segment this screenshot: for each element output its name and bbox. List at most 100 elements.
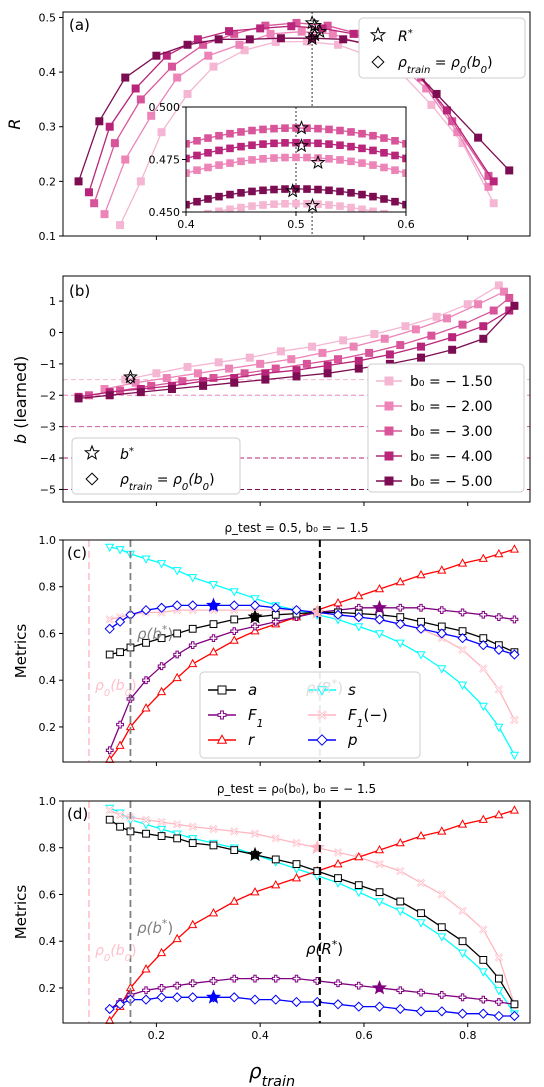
panel-b-series-4-point — [510, 301, 519, 310]
panel-d-series-r-point — [141, 964, 151, 973]
panel-c-series-F₁-point — [354, 603, 363, 612]
panel-c-legend-marker — [316, 686, 328, 696]
panel-d-series-s-point — [172, 830, 182, 839]
panel-d-highlight-star — [205, 989, 222, 1004]
inset-series-4-point — [186, 200, 190, 209]
inset-series-0-point — [259, 201, 267, 209]
inset-series-3-point — [303, 139, 311, 147]
panel-d-series-F₁(−)-point — [105, 806, 114, 815]
panel-b-series-1-point — [256, 359, 265, 368]
panel-b-series-3-point — [323, 361, 332, 370]
inset-series-0-point — [226, 205, 234, 212]
panel-c-series-p-point — [104, 623, 115, 634]
inset-series-4-point — [270, 185, 278, 194]
panel-d-series-p-point — [187, 992, 198, 1003]
panel-c-highlight-star — [247, 609, 263, 624]
panel-c-series-p-point — [353, 611, 364, 623]
inset-series-0-point — [380, 209, 388, 212]
panel-b-series-0-point — [152, 369, 161, 378]
panel-b-ytick-label: 0 — [49, 327, 56, 340]
inset-series-0-point — [369, 207, 377, 212]
panel-b-series-4-point — [448, 345, 457, 354]
panel-d-series-p-point — [353, 1001, 364, 1012]
panel-d-xtick-label: 0.2 — [148, 1029, 166, 1042]
inset-series-4-point — [248, 187, 256, 196]
panel-b-legend-marker — [384, 401, 394, 411]
panel-d-series-a-point — [105, 815, 114, 824]
panel-d-series-p-point — [270, 994, 281, 1005]
panel-d-series-F₁(−)-point — [437, 890, 446, 899]
panel-c-legend-marker — [316, 734, 328, 746]
inset-series-2-point — [380, 134, 388, 142]
panel-a-rstar-marker — [307, 27, 323, 42]
panel-c-annot-bstar: ρ(b*) — [137, 623, 173, 644]
panel-d-series-r-point — [374, 844, 385, 854]
panel-d-series-F₁(−)-point — [375, 859, 384, 869]
panel-b-ytick-label: −2 — [40, 389, 56, 402]
panel-c-frame — [62, 539, 531, 763]
panel-c-series-p-point — [478, 640, 489, 651]
inset-series-1-point — [281, 153, 289, 162]
panel-c-series-r-point — [333, 597, 343, 607]
panel-c-series-s-point — [416, 651, 426, 660]
panel-c-series-F₁(−)-point — [479, 664, 488, 673]
inset-series-0-point — [325, 201, 333, 209]
panel-a-series-0-point — [489, 199, 498, 208]
panel-d-highlight-star — [371, 979, 388, 995]
panel-d-series-F₁(−)-point — [416, 878, 426, 887]
panel-c-title: ρ_test = 0.5, b₀ = − 1.5 — [224, 521, 368, 535]
panel-d-series-r-line — [109, 809, 515, 1022]
inset-series-3-point — [215, 146, 223, 155]
panel-a-series-1-point — [328, 29, 337, 38]
inset-series-1-point — [259, 155, 267, 163]
panel-b-series-0-point — [339, 336, 348, 345]
panel-c-legend-marker — [217, 685, 227, 695]
panel-d-ylabel: Metrics — [12, 885, 30, 940]
panel-b-legend-left-box — [71, 437, 241, 495]
inset-series-2-point — [402, 139, 406, 148]
inset-series-4-point — [369, 192, 377, 201]
panel-d-series-a-point — [188, 839, 197, 847]
panel-d-series-s-point — [437, 933, 447, 942]
inset-ytick-label: 0.475 — [149, 154, 181, 167]
panel-a-series-4-point — [276, 34, 285, 43]
panel-d-series-p-point — [249, 994, 261, 1005]
panel-b-series-0-point — [463, 300, 472, 309]
panel-c-series-F₁-point — [142, 676, 150, 685]
inset-series-1-point — [325, 155, 333, 163]
panel-b-series-1-point — [193, 369, 202, 378]
inset-series-4-point — [303, 185, 311, 193]
panel-b-series-0-point — [245, 353, 254, 362]
panel-b-bstar-marker — [122, 369, 138, 384]
inset-series-4-point — [358, 190, 366, 199]
panel-b-legend-right: b₀ = − 1.50 b₀ = − 2.00 b₀ = − 3.00 b₀ = − … — [367, 363, 525, 493]
panel-d-series-p-point — [493, 1010, 504, 1022]
panel-c-series-p-point — [229, 600, 240, 611]
inset-series-2-point — [303, 124, 311, 132]
inset-series-0-point — [281, 199, 289, 208]
panel-c-legend-label: F1(−) — [348, 706, 388, 730]
panel-d-series-r-point — [478, 814, 488, 823]
inset-series-2-point — [248, 126, 256, 135]
panel-a-series-0-point — [240, 46, 249, 55]
inset-series-3-point — [226, 144, 234, 153]
inset-series-1-point — [369, 161, 377, 169]
inset-series-4-point — [215, 192, 223, 201]
inset-series-2-point — [259, 125, 267, 134]
panel-b-series-2-point — [271, 364, 280, 373]
panel-b-series-0-point — [370, 330, 379, 339]
panel-a-series-3-point — [84, 188, 93, 197]
panel-c-series-p-point — [187, 600, 198, 611]
panel-b-rho-marker — [125, 373, 136, 385]
panel-d-series-F₁-point — [188, 979, 197, 988]
panel-b-series-3-point — [385, 350, 394, 359]
panel-a-series-1-point — [100, 210, 109, 219]
panel-a-series-4-point — [505, 166, 514, 175]
panel-b-legend-marker — [384, 476, 394, 486]
panel-b-series-2-point — [427, 331, 436, 340]
panel-c-legend-marker — [216, 734, 228, 744]
panel-c-series-r-point — [437, 565, 447, 574]
inset-series-1-point — [314, 154, 322, 162]
panel-d-series-p-point — [478, 1008, 489, 1019]
